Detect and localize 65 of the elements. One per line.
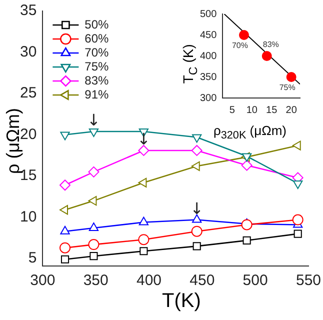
point bbox=[191, 144, 202, 156]
x-tick-label: 15 bbox=[266, 104, 278, 116]
point bbox=[262, 51, 272, 61]
point bbox=[60, 132, 70, 140]
point bbox=[286, 72, 296, 82]
annotation: 75% bbox=[279, 83, 296, 92]
x-tick-label: 350 bbox=[83, 272, 108, 290]
y-tick-label: 5 bbox=[28, 250, 37, 267]
point bbox=[60, 242, 71, 254]
legend-label: 70% bbox=[84, 45, 110, 60]
legend-label: 91% bbox=[84, 87, 110, 102]
point bbox=[238, 30, 249, 40]
annotation: ↓ bbox=[87, 110, 100, 130]
point bbox=[88, 196, 97, 206]
y-tick-label: 400 bbox=[200, 50, 218, 62]
point bbox=[90, 252, 98, 260]
y-tick-label: 350 bbox=[200, 72, 218, 83]
y-tick-label: 300 bbox=[200, 92, 218, 104]
point bbox=[294, 230, 302, 238]
point bbox=[60, 205, 68, 215]
point bbox=[241, 219, 252, 230]
point bbox=[88, 128, 99, 137]
point bbox=[138, 234, 150, 246]
legend-label: 75% bbox=[84, 59, 110, 74]
point bbox=[191, 226, 202, 237]
y-tick-label: 35 bbox=[20, 2, 37, 20]
point bbox=[60, 255, 70, 264]
point bbox=[140, 247, 148, 256]
point bbox=[60, 180, 71, 191]
x-tick-label: 5 bbox=[229, 104, 236, 116]
legend-label: 60% bbox=[84, 31, 110, 46]
point bbox=[138, 178, 147, 188]
y-tick-label: 450 bbox=[200, 30, 218, 41]
point bbox=[88, 222, 99, 232]
point bbox=[293, 180, 303, 189]
legend-label: 50% bbox=[84, 17, 110, 32]
point bbox=[292, 214, 304, 226]
annotation: 70% bbox=[232, 41, 248, 50]
x-tick-label: 400 bbox=[136, 272, 162, 290]
x-tick-label: 550 bbox=[296, 272, 321, 290]
x-tick-label: 10 bbox=[246, 104, 258, 116]
point bbox=[138, 216, 149, 226]
annotation: ↓ bbox=[190, 198, 204, 218]
x-axis-title: T(K) bbox=[161, 290, 202, 313]
legend-label: 83% bbox=[84, 73, 110, 88]
point bbox=[88, 166, 100, 178]
y-tick-label: 10 bbox=[20, 208, 37, 226]
x-tick-label: 500 bbox=[242, 272, 268, 290]
point bbox=[191, 161, 200, 171]
point bbox=[138, 144, 150, 156]
y-tick-label: 30 bbox=[20, 43, 37, 60]
point bbox=[60, 226, 70, 234]
annotation: ↓ bbox=[136, 130, 150, 149]
point bbox=[192, 214, 202, 223]
y-tick-label: 500 bbox=[200, 8, 218, 20]
annotation: 83% bbox=[262, 40, 279, 50]
point bbox=[192, 242, 201, 250]
x-tick-label: 20 bbox=[286, 104, 298, 116]
point bbox=[292, 140, 301, 150]
point bbox=[242, 236, 251, 244]
y-tick-label: 25 bbox=[20, 84, 37, 102]
point bbox=[192, 134, 202, 143]
point bbox=[88, 239, 100, 250]
point bbox=[241, 160, 252, 171]
x-axis-title: ρ$_{320K}$ (μΩm) bbox=[212, 123, 288, 142]
